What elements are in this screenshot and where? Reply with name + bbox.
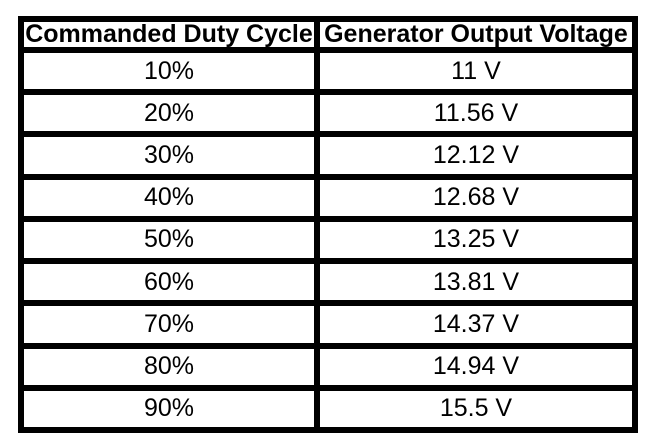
voltage-cell: 11.56 V bbox=[313, 89, 639, 138]
duty-cycle-cell: 60% bbox=[18, 258, 320, 307]
duty-cycle-cell: 10% bbox=[18, 46, 320, 96]
duty-cycle-cell: 40% bbox=[18, 173, 320, 222]
duty-cycle-cell: 80% bbox=[18, 342, 320, 391]
voltage-cell: 12.12 V bbox=[313, 131, 639, 180]
duty-cycle-voltage-table: Commanded Duty Cycle Generator Output Vo… bbox=[18, 16, 639, 434]
duty-cycle-cell: 90% bbox=[18, 384, 320, 434]
table-row: 30% 12.12 V bbox=[18, 131, 639, 180]
duty-cycle-cell: 70% bbox=[18, 300, 320, 349]
voltage-cell: 14.37 V bbox=[313, 300, 639, 349]
duty-cycle-cell: 50% bbox=[18, 215, 320, 265]
table-row: 90% 15.5 V bbox=[18, 384, 639, 434]
duty-cycle-cell: 20% bbox=[18, 89, 320, 138]
voltage-cell: 15.5 V bbox=[313, 384, 639, 434]
voltage-cell: 14.94 V bbox=[313, 342, 639, 391]
table-row: 70% 14.37 V bbox=[18, 300, 639, 349]
column-header-duty-cycle: Commanded Duty Cycle bbox=[18, 16, 320, 53]
voltage-cell: 13.81 V bbox=[313, 258, 639, 307]
table-row: 40% 12.68 V bbox=[18, 173, 639, 222]
table-row: 10% 11 V bbox=[18, 46, 639, 96]
table-row: 50% 13.25 V bbox=[18, 215, 639, 265]
voltage-cell: 13.25 V bbox=[313, 215, 639, 265]
table-row: 60% 13.81 V bbox=[18, 258, 639, 307]
header-row: Commanded Duty Cycle Generator Output Vo… bbox=[18, 16, 639, 53]
table-row: 20% 11.56 V bbox=[18, 89, 639, 138]
voltage-cell: 11 V bbox=[313, 46, 639, 96]
table-row: 80% 14.94 V bbox=[18, 342, 639, 391]
column-header-output-voltage: Generator Output Voltage bbox=[313, 16, 639, 53]
duty-cycle-cell: 30% bbox=[18, 131, 320, 180]
voltage-cell: 12.68 V bbox=[313, 173, 639, 222]
